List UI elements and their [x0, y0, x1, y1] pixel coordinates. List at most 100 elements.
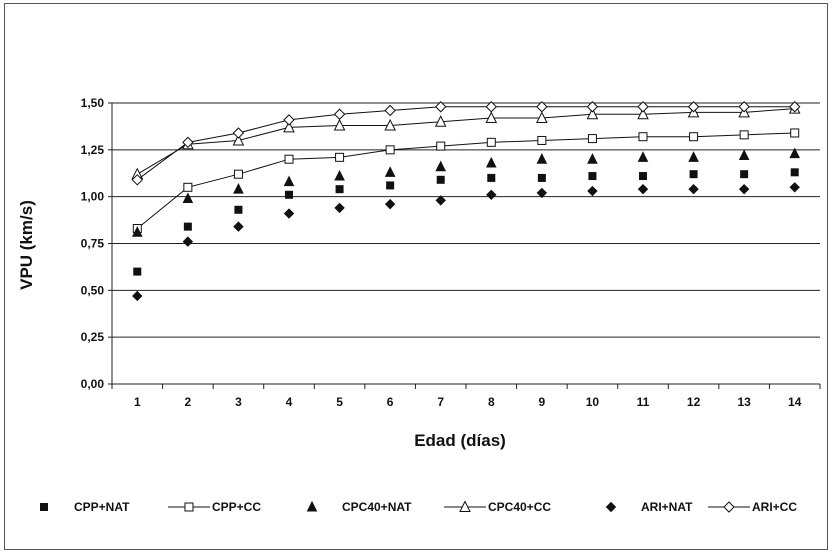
data-point	[688, 183, 699, 195]
legend-item: ARI+NAT	[605, 500, 693, 514]
data-point	[586, 101, 599, 113]
y-tick-label: 0,25	[81, 330, 105, 344]
data-point	[335, 152, 345, 162]
x-axis-title: Edad (días)	[414, 431, 506, 450]
y-tick-label: 0,50	[81, 283, 105, 297]
data-point	[183, 182, 193, 192]
x-tick-label: 2	[185, 395, 192, 409]
data-point	[638, 132, 648, 142]
data-point	[435, 195, 446, 206]
data-point	[738, 183, 750, 195]
data-point	[637, 107, 649, 120]
data-point	[689, 170, 698, 179]
legend-marker	[306, 500, 318, 512]
legend-label: CPC40+NAT	[342, 500, 412, 514]
data-point	[333, 108, 346, 120]
series-line	[136, 106, 795, 181]
data-point	[486, 189, 497, 201]
data-point	[740, 170, 749, 179]
data-point	[537, 135, 547, 145]
data-point	[789, 182, 800, 193]
data-point	[436, 141, 446, 151]
data-point	[232, 133, 245, 146]
y-tick-label: 1,00	[81, 190, 105, 204]
legend-label: CPP+NAT	[74, 500, 130, 514]
data-point	[790, 128, 800, 138]
data-point	[233, 183, 244, 194]
data-point	[334, 169, 345, 181]
data-point	[384, 118, 396, 131]
legend-marker	[184, 502, 194, 512]
data-point	[639, 172, 647, 181]
data-point	[384, 166, 396, 177]
data-point	[536, 101, 548, 113]
data-point	[284, 154, 294, 164]
data-point	[436, 175, 445, 184]
legend-item: CPC40+CC	[444, 500, 551, 514]
data-point	[587, 185, 598, 197]
data-point	[637, 101, 649, 113]
grid-lines	[112, 102, 820, 338]
x-tick-label: 10	[586, 395, 600, 409]
data-point	[384, 198, 396, 210]
x-tick-label: 6	[387, 395, 394, 409]
data-point	[789, 101, 801, 113]
data-point	[435, 160, 447, 172]
legend-marker	[40, 503, 48, 511]
y-tick-label: 1,50	[81, 96, 105, 110]
x-tick-label: 8	[488, 395, 495, 409]
series-ari-cc	[131, 101, 801, 186]
series-layer	[131, 101, 801, 302]
series-cpc40-nat	[131, 147, 801, 237]
data-point	[486, 137, 496, 147]
y-axis-title: VPU (km/s)	[17, 200, 36, 290]
y-tick-label: 1,25	[81, 143, 105, 157]
data-point	[334, 202, 345, 214]
data-point	[435, 101, 447, 113]
data-point	[384, 104, 396, 117]
data-point	[232, 127, 245, 139]
legend-marker	[605, 501, 617, 513]
legend-item: CPP+NAT	[40, 500, 130, 514]
data-point	[233, 169, 243, 179]
data-point	[739, 130, 749, 140]
data-point	[283, 120, 295, 133]
tick-labels: 0,000,250,500,751,001,251,501 2 3 4 5 6 7 8 9 10 1…	[81, 96, 802, 409]
legend-marker	[459, 500, 471, 512]
data-point	[333, 118, 346, 131]
data-point	[586, 107, 599, 120]
data-point	[790, 168, 799, 177]
data-point	[537, 173, 546, 182]
x-tick-label: 5	[336, 395, 343, 409]
data-point	[283, 175, 295, 187]
series-line	[136, 132, 795, 229]
y-tick-label: 0,75	[81, 237, 105, 251]
data-point	[182, 236, 194, 247]
data-point	[132, 290, 143, 302]
x-tick-label: 3	[235, 395, 242, 409]
data-point	[283, 208, 295, 219]
x-tick-label: 1	[134, 395, 141, 409]
series-cpp-nat	[133, 168, 799, 276]
data-point	[131, 226, 143, 237]
x-tick-label: 7	[437, 395, 444, 409]
x-tick-label: 12	[687, 395, 701, 409]
data-point	[687, 101, 700, 113]
data-point	[485, 101, 497, 113]
data-point	[738, 101, 750, 113]
legend: CPP+NAT CPP+CC CPC40+NAT CPC40+CC ARI+NAT ARI…	[40, 500, 797, 514]
data-point	[285, 190, 293, 199]
data-point	[738, 149, 750, 160]
data-point	[637, 183, 649, 195]
data-point	[487, 173, 496, 182]
legend-label: CPP+CC	[212, 500, 261, 514]
axes	[108, 102, 821, 389]
series-cpc40-cc	[131, 102, 801, 180]
data-point	[536, 111, 548, 123]
data-point	[689, 132, 699, 142]
data-point	[234, 205, 243, 214]
data-point	[688, 151, 699, 162]
x-tick-label: 9	[539, 395, 546, 409]
data-point	[536, 187, 548, 199]
